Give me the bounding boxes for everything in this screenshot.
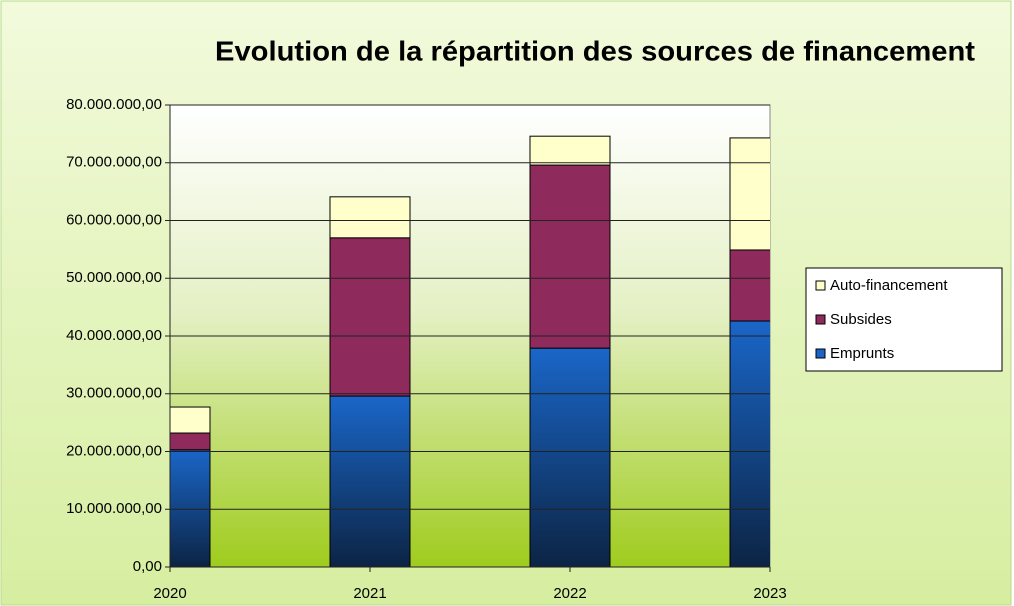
bar-segment [729, 320, 770, 567]
y-tick-label: 20.000.000,00 [66, 442, 162, 459]
x-tick-label: 2020 [153, 585, 186, 602]
legend-label: Subsides [830, 311, 892, 328]
bar-segment [329, 395, 411, 567]
bar-segment [170, 432, 211, 451]
bar-segment [329, 237, 411, 397]
bar-segment [329, 196, 411, 239]
bar-segment [170, 406, 211, 434]
x-tick-label: 2023 [753, 585, 786, 602]
y-tick-label: 10.000.000,00 [66, 500, 162, 517]
y-tick-label: 70.000.000,00 [66, 154, 162, 171]
bars [170, 135, 770, 567]
x-tick-label: 2022 [553, 585, 586, 602]
legend [805, 267, 1003, 372]
y-tick-label: 0,00 [133, 558, 162, 575]
chart-title: Evolution de la répartition des sources … [215, 35, 975, 66]
legend-swatch [815, 280, 826, 291]
bar-segment [529, 164, 611, 349]
legend-label: Emprunts [830, 345, 894, 362]
y-tick-label: 50.000.000,00 [66, 269, 162, 286]
bar-segment [529, 347, 611, 567]
legend-swatch [815, 314, 826, 325]
legend-swatch [815, 348, 826, 359]
y-tick-label: 30.000.000,00 [66, 385, 162, 402]
bar-segment [170, 449, 211, 567]
bar-segment [729, 137, 770, 251]
y-tick-label: 40.000.000,00 [66, 327, 162, 344]
y-tick-label: 60.000.000,00 [66, 211, 162, 228]
bar-segment [729, 249, 770, 322]
bar-segment [529, 135, 611, 166]
x-tick-label: 2021 [353, 585, 386, 602]
y-tick-label: 80.000.000,00 [66, 96, 162, 113]
legend-label: Auto-financement [830, 277, 948, 294]
